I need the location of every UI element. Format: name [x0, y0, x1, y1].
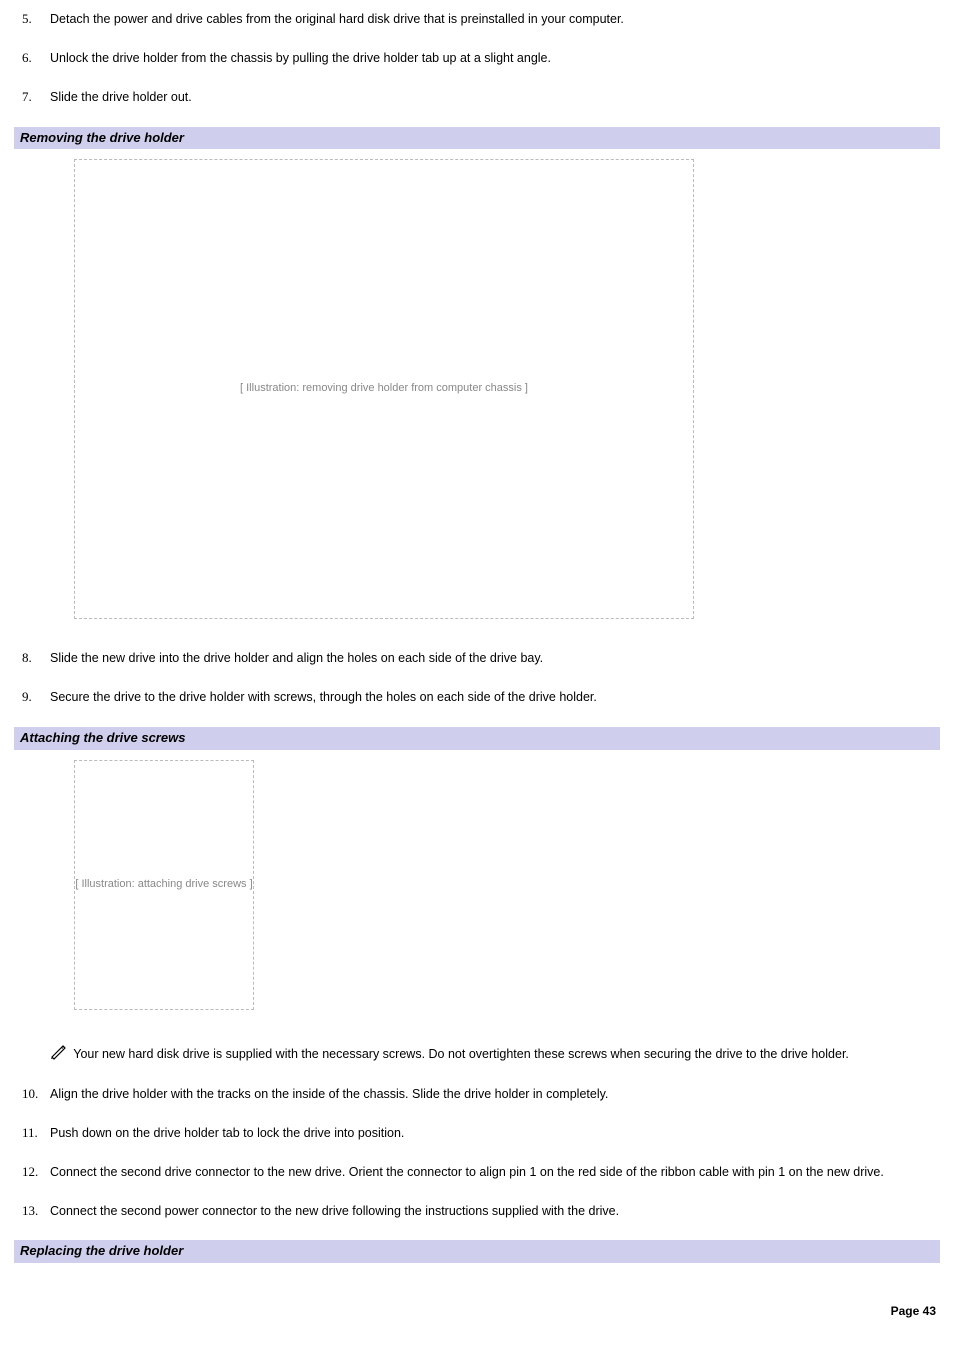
step-item: 10. Align the drive holder with the trac… [14, 1085, 940, 1104]
step-text: Secure the drive to the drive holder wit… [50, 688, 940, 707]
step-text: Slide the new drive into the drive holde… [50, 649, 940, 668]
step-item: 11. Push down on the drive holder tab to… [14, 1124, 940, 1143]
page-footer: Page 43 [14, 1303, 940, 1320]
step-text: Slide the drive holder out. [50, 88, 940, 107]
steps-group-b: 8. Slide the new drive into the drive ho… [14, 649, 940, 707]
section-heading-replacing: Replacing the drive holder [14, 1240, 940, 1263]
figure-removing-drive-holder: [ Illustration: removing drive holder fr… [14, 151, 940, 649]
figure-image-placeholder: [ Illustration: removing drive holder fr… [74, 159, 694, 619]
step-number: 12. [22, 1163, 50, 1182]
step-number: 11. [22, 1124, 50, 1143]
step-number: 5. [22, 10, 50, 29]
step-text: Detach the power and drive cables from t… [50, 10, 940, 29]
step-number: 8. [22, 649, 50, 668]
step-number: 13. [22, 1202, 50, 1221]
section-heading-attaching: Attaching the drive screws [14, 727, 940, 750]
step-number: 9. [22, 688, 50, 707]
step-text: Connect the second drive connector to th… [50, 1163, 940, 1182]
step-text: Align the drive holder with the tracks o… [50, 1085, 940, 1104]
step-item: 12. Connect the second drive connector t… [14, 1163, 940, 1182]
figure-attaching-screws: [ Illustration: attaching drive screws ] [14, 752, 940, 1040]
step-item: 5. Detach the power and drive cables fro… [14, 10, 940, 29]
figure-image-placeholder: [ Illustration: attaching drive screws ] [74, 760, 254, 1010]
steps-group-c: 10. Align the drive holder with the trac… [14, 1085, 940, 1220]
step-number: 10. [22, 1085, 50, 1104]
step-item: 9. Secure the drive to the drive holder … [14, 688, 940, 707]
step-number: 7. [22, 88, 50, 107]
note-text: Your new hard disk drive is supplied wit… [73, 1047, 849, 1061]
step-number: 6. [22, 49, 50, 68]
note-block: Your new hard disk drive is supplied wit… [14, 1040, 940, 1085]
step-text: Push down on the drive holder tab to loc… [50, 1124, 940, 1143]
steps-group-a: 5. Detach the power and drive cables fro… [14, 10, 940, 107]
step-text: Connect the second power connector to th… [50, 1202, 940, 1221]
step-item: 7. Slide the drive holder out. [14, 88, 940, 107]
note-icon [50, 1044, 68, 1065]
step-text: Unlock the drive holder from the chassis… [50, 49, 940, 68]
section-heading-removing: Removing the drive holder [14, 127, 940, 150]
step-item: 13. Connect the second power connector t… [14, 1202, 940, 1221]
step-item: 8. Slide the new drive into the drive ho… [14, 649, 940, 668]
step-item: 6. Unlock the drive holder from the chas… [14, 49, 940, 68]
